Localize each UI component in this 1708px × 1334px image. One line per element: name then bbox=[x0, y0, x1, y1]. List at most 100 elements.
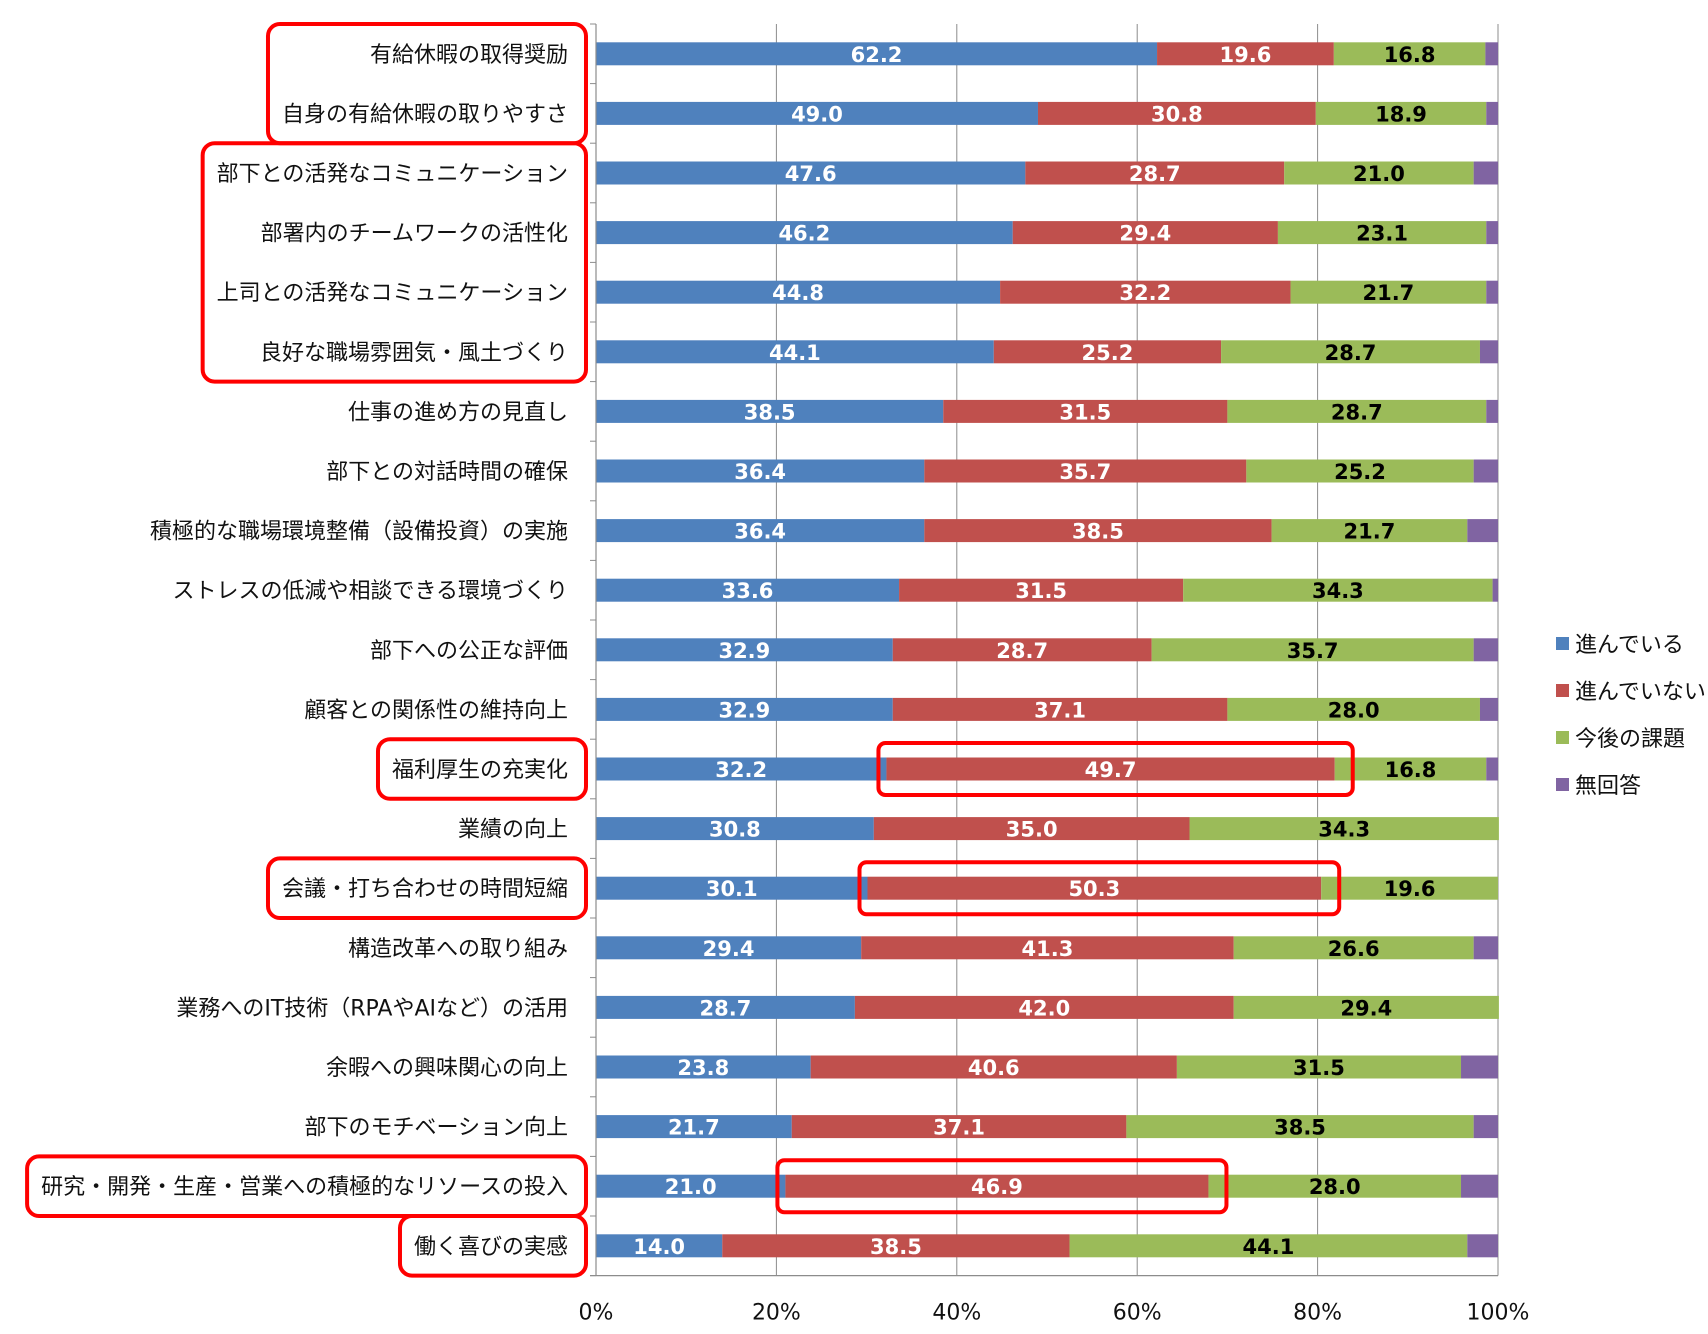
data-label: 50.3 bbox=[1068, 877, 1120, 901]
bar-segment bbox=[596, 340, 994, 364]
data-label: 29.4 bbox=[703, 937, 755, 961]
bar-segment bbox=[1334, 757, 1487, 781]
category-label: 積極的な職場環境整備（設備投資）の実施 bbox=[150, 520, 568, 545]
bar-segment bbox=[596, 638, 893, 662]
bar-segment bbox=[1461, 1174, 1498, 1198]
segment-highlight-box bbox=[775, 1158, 1229, 1215]
bar-segment bbox=[854, 995, 1234, 1019]
data-label: 28.7 bbox=[700, 996, 752, 1020]
bar-segment bbox=[791, 1115, 1127, 1139]
data-label: 26.6 bbox=[1328, 937, 1380, 961]
bar-segment bbox=[596, 876, 868, 900]
data-label: 32.9 bbox=[718, 639, 770, 663]
data-label: 14.0 bbox=[633, 1235, 685, 1259]
data-label: 28.0 bbox=[1309, 1175, 1361, 1199]
data-label: 25.2 bbox=[1082, 341, 1134, 365]
category-label: 上司との活発なコミュニケーション bbox=[217, 281, 568, 306]
data-label: 33.6 bbox=[722, 579, 774, 603]
bar-segment bbox=[596, 161, 1026, 185]
data-label: 36.4 bbox=[734, 460, 786, 484]
bar-segment bbox=[1467, 519, 1498, 543]
data-label: 32.2 bbox=[715, 758, 767, 782]
data-label: 29.4 bbox=[1119, 222, 1171, 246]
bar-segment bbox=[1025, 161, 1285, 185]
data-label: 41.3 bbox=[1022, 937, 1074, 961]
bar-segment bbox=[873, 817, 1190, 841]
bar-segment bbox=[993, 340, 1222, 364]
data-label: 46.9 bbox=[971, 1175, 1023, 1199]
data-label: 21.0 bbox=[665, 1175, 717, 1199]
bar-segment bbox=[596, 936, 862, 960]
data-label: 35.7 bbox=[1059, 460, 1111, 484]
category-label: 良好な職場雰囲気・風土づくり bbox=[260, 341, 568, 366]
legend-label: 今後の課題 bbox=[1575, 727, 1685, 752]
legend-swatch bbox=[1556, 684, 1569, 697]
bar-segment bbox=[596, 578, 900, 602]
data-label: 44.8 bbox=[772, 281, 824, 305]
data-label: 21.7 bbox=[1344, 520, 1396, 544]
x-tick-label: 100% bbox=[1467, 1301, 1530, 1326]
data-label: 25.2 bbox=[1334, 460, 1386, 484]
category-label: 顧客との関係性の維持向上 bbox=[304, 698, 568, 723]
data-label: 28.7 bbox=[1325, 341, 1377, 365]
bar-segment bbox=[1151, 638, 1474, 662]
data-label: 36.4 bbox=[734, 520, 786, 544]
x-tick-label: 80% bbox=[1293, 1301, 1342, 1326]
highlight-boxes bbox=[25, 22, 1355, 1278]
category-label: 自身の有給休暇の取りやすさ bbox=[282, 102, 568, 127]
label-highlight-box bbox=[397, 1214, 588, 1278]
bar-segment bbox=[722, 1234, 1070, 1258]
bar-segment bbox=[1486, 101, 1498, 125]
category-label: 余暇への興味関心の向上 bbox=[326, 1056, 568, 1081]
legend-swatch bbox=[1556, 637, 1569, 650]
bar-segment bbox=[1176, 1055, 1462, 1079]
data-label: 28.0 bbox=[1328, 698, 1380, 722]
legend-swatch bbox=[1556, 778, 1569, 791]
bar-segment bbox=[596, 1115, 792, 1139]
bar-segment bbox=[1208, 1174, 1462, 1198]
bar-segment bbox=[1473, 161, 1498, 185]
bar-segment bbox=[1486, 280, 1498, 304]
bar-segment bbox=[596, 1174, 786, 1198]
bar-segment bbox=[596, 221, 1013, 245]
bar-segment bbox=[892, 638, 1152, 662]
bar-segment bbox=[1485, 42, 1498, 66]
bar-segment bbox=[596, 757, 887, 781]
bar-segment bbox=[1233, 995, 1499, 1019]
data-label: 18.9 bbox=[1375, 102, 1427, 126]
category-label: 業務へのIT技術（RPAやAIなど）の活用 bbox=[176, 996, 568, 1021]
legend-label: 進んでいる bbox=[1575, 633, 1684, 658]
bar-segment bbox=[1479, 340, 1498, 364]
bar-segment bbox=[899, 578, 1184, 602]
data-label: 21.7 bbox=[1362, 281, 1414, 305]
bar-segment bbox=[1492, 578, 1498, 602]
category-label: 働く喜びの実感 bbox=[414, 1235, 568, 1260]
bar-segment bbox=[1486, 757, 1498, 781]
bar-segment bbox=[1290, 280, 1487, 304]
category-label: 部下との活発なコミュニケーション bbox=[217, 162, 568, 187]
data-label: 42.0 bbox=[1018, 996, 1070, 1020]
legend-swatch bbox=[1556, 731, 1569, 744]
legend-label: 進んでいない bbox=[1575, 680, 1706, 705]
bars: 62.2 19.6 16.8 49.0 30.8 18.9 47.6 28.7 21.0 46.2… bbox=[596, 42, 1499, 1259]
data-label: 44.1 bbox=[769, 341, 821, 365]
data-label: 49.7 bbox=[1085, 758, 1137, 782]
data-label: 44.1 bbox=[1243, 1235, 1295, 1259]
bar-segment bbox=[596, 399, 944, 423]
bar-segment bbox=[1227, 399, 1487, 423]
legend-label: 無回答 bbox=[1575, 774, 1641, 799]
data-label: 37.1 bbox=[933, 1116, 985, 1140]
bar-segment bbox=[1037, 101, 1316, 125]
bar-segment bbox=[1157, 42, 1334, 66]
data-label: 30.8 bbox=[709, 818, 761, 842]
bar-segment bbox=[1473, 1115, 1498, 1139]
data-label: 31.5 bbox=[1059, 400, 1111, 424]
bar-segment bbox=[1246, 459, 1474, 483]
x-tick-label: 0% bbox=[579, 1301, 614, 1326]
data-label: 38.5 bbox=[1274, 1116, 1326, 1140]
data-label: 38.5 bbox=[1072, 520, 1124, 544]
bar-segment bbox=[1277, 221, 1487, 245]
category-label: 福利厚生の充実化 bbox=[392, 758, 568, 783]
category-label: 有給休暇の取得奨励 bbox=[370, 43, 568, 68]
axes: 0% 20% 40% 60% 80% 100% bbox=[579, 23, 1530, 1326]
